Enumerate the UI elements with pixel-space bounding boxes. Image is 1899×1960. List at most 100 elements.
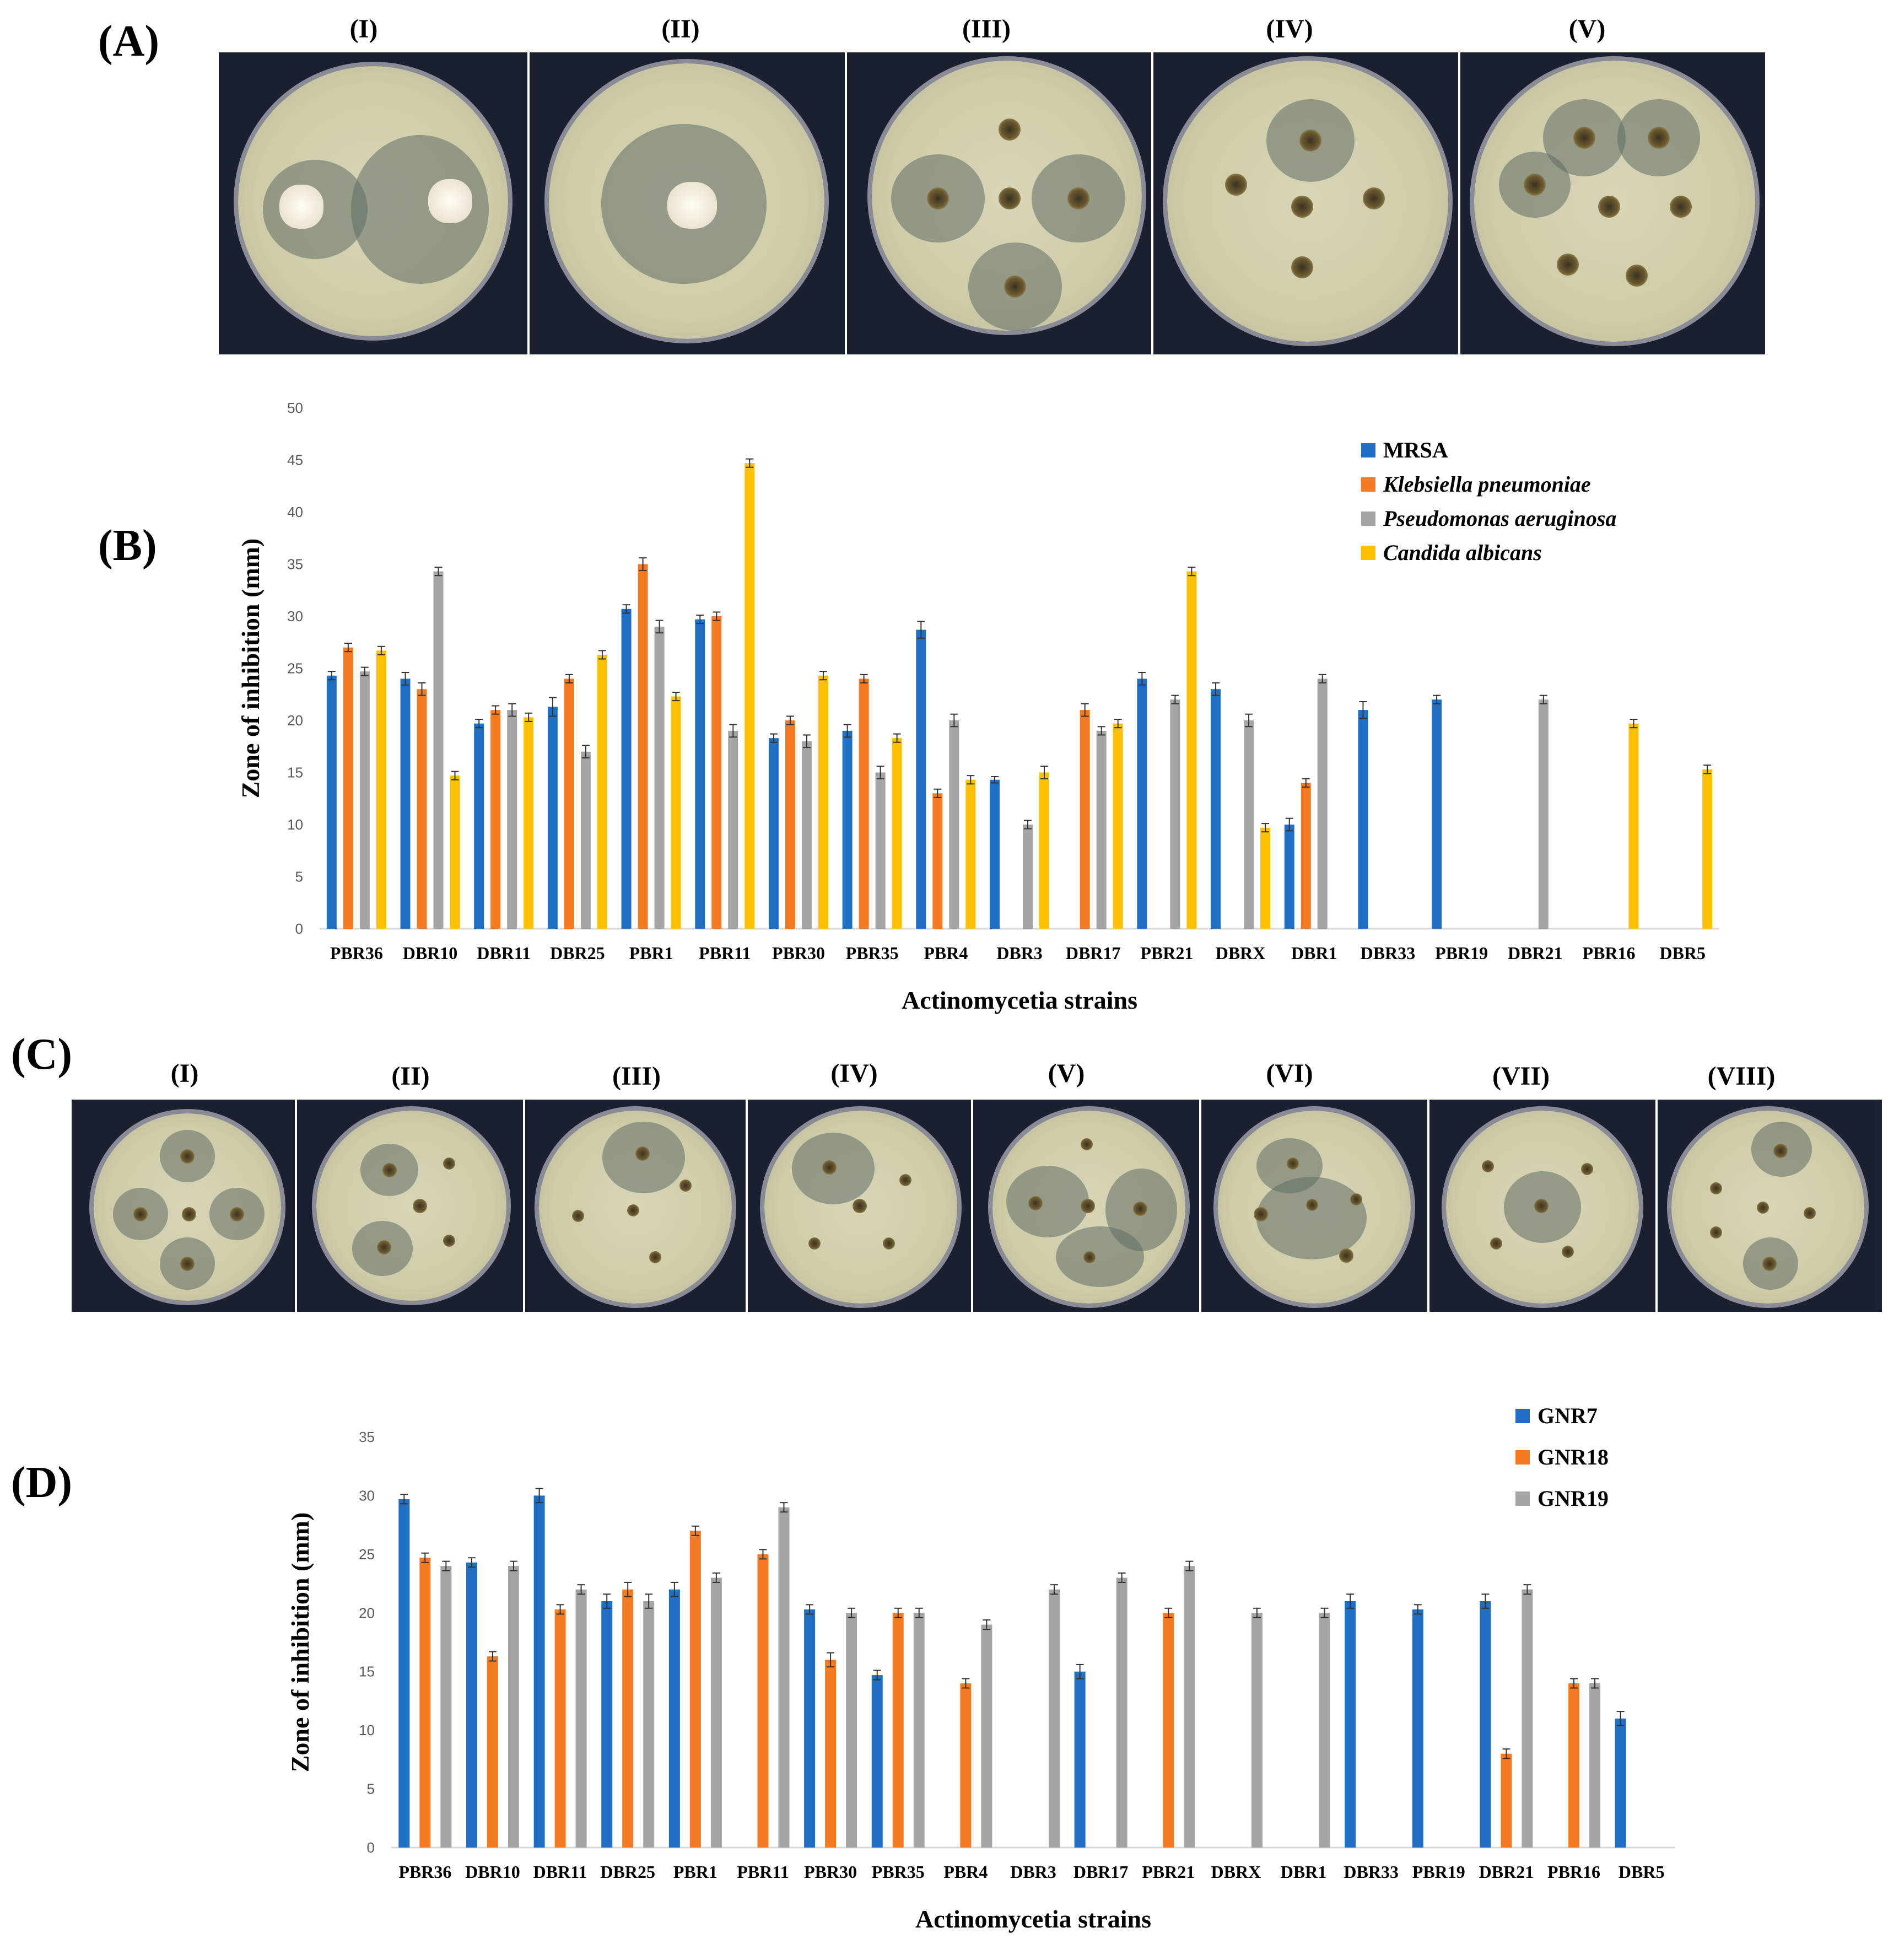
chart-d: 0 5 10 15 20 25 30 35 PBR36 DBR10 DBR11 DBR25 PBR1 PB… xyxy=(286,1403,1675,1933)
plate-photo-c-8 xyxy=(1658,1100,1875,1312)
bar-pseudomonas-aeruginosa-dbr21 xyxy=(1538,699,1549,929)
y-tick-label: 10 xyxy=(287,816,303,833)
bar-candida-albicans-pbr30 xyxy=(818,675,828,929)
x-tick-label: PBR19 xyxy=(1435,943,1488,963)
bar-klebsiella-pneumoniae-pbr4 xyxy=(932,793,943,929)
bar-mrsa-pbr21 xyxy=(1137,679,1147,929)
x-tick-label: PBR4 xyxy=(943,1862,988,1882)
bar-candida-albicans-dbr5 xyxy=(1702,769,1713,929)
y-tick-label: 20 xyxy=(287,712,303,729)
bar-mrsa-pbr35 xyxy=(842,730,853,929)
y-tick-label: 30 xyxy=(287,608,303,624)
bar-mrsa-dbr3 xyxy=(990,779,1000,929)
bar-pseudomonas-aeruginosa-dbrx xyxy=(1244,720,1254,929)
x-tick-label: DBR17 xyxy=(1066,943,1121,963)
x-tick-label: DBR17 xyxy=(1073,1862,1129,1882)
plate-photo-c-2 xyxy=(297,1100,525,1312)
bar-gnr19-dbr21 xyxy=(1522,1589,1533,1848)
x-tick-label: PBR11 xyxy=(737,1862,789,1882)
plate-label-c-2: (II) xyxy=(391,1062,430,1091)
bar-klebsiella-pneumoniae-dbr25 xyxy=(564,679,574,929)
x-tick-label: DBR33 xyxy=(1361,943,1416,963)
x-tick-label: PBR16 xyxy=(1582,943,1635,963)
y-tick-label: 5 xyxy=(295,869,303,885)
bar-klebsiella-pneumoniae-pbr36 xyxy=(343,647,353,929)
legend-label: GNR7 xyxy=(1537,1403,1598,1428)
bar-gnr19-dbr1 xyxy=(1319,1613,1330,1848)
bar-gnr18-pbr1 xyxy=(689,1531,701,1848)
plate-label-a-3: (III) xyxy=(962,14,1011,44)
bar-mrsa-dbr11 xyxy=(474,723,484,929)
bar-klebsiella-pneumoniae-dbr1 xyxy=(1301,783,1311,929)
y-tick-label: 45 xyxy=(287,452,303,469)
bar-gnr19-pbr30 xyxy=(846,1613,857,1848)
y-axis-title: Zone of inhibition (mm) xyxy=(286,1512,314,1773)
bar-klebsiella-pneumoniae-pbr35 xyxy=(859,679,869,929)
bar-candida-albicans-dbr11 xyxy=(524,717,534,929)
plate-photo-a-1 xyxy=(219,52,530,354)
panel-a-photo-strip xyxy=(219,52,1765,354)
plate-label-c-8: (VIII) xyxy=(1707,1062,1776,1091)
bar-candida-albicans-dbr3 xyxy=(1039,772,1049,929)
panel-c-photo-strip xyxy=(72,1100,1882,1312)
x-tick-label: DBR21 xyxy=(1479,1862,1534,1882)
colony-image xyxy=(279,185,323,229)
x-tick-label: PBR30 xyxy=(804,1862,857,1882)
x-tick-label: PBR21 xyxy=(1140,943,1193,963)
bar-mrsa-pbr19 xyxy=(1432,699,1442,929)
bar-mrsa-dbrx xyxy=(1211,689,1221,929)
bar-gnr7-dbr25 xyxy=(601,1601,613,1848)
legend-swatch xyxy=(1361,511,1375,526)
panel-label-b: (B) xyxy=(98,521,157,570)
bar-pseudomonas-aeruginosa-pbr36 xyxy=(359,671,370,929)
bar-gnr18-pbr21 xyxy=(1163,1613,1174,1848)
plate-photo-c-6 xyxy=(1201,1100,1429,1312)
bar-candida-albicans-dbr17 xyxy=(1113,723,1123,929)
bar-gnr19-pbr11 xyxy=(778,1507,790,1848)
y-tick-label: 0 xyxy=(295,920,303,937)
bar-candida-albicans-dbrx xyxy=(1260,827,1271,929)
bar-gnr19-pbr35 xyxy=(913,1613,925,1848)
x-tick-label: PBR19 xyxy=(1412,1862,1465,1882)
bar-klebsiella-pneumoniae-pbr1 xyxy=(638,564,648,929)
bar-mrsa-pbr1 xyxy=(621,609,632,929)
bar-gnr18-pbr30 xyxy=(825,1660,837,1848)
bar-gnr19-dbr3 xyxy=(1049,1589,1060,1848)
y-tick-label: 0 xyxy=(367,1839,375,1856)
x-tick-label: DBR5 xyxy=(1619,1862,1665,1882)
bar-pseudomonas-aeruginosa-pbr1 xyxy=(654,626,665,929)
legend-swatch xyxy=(1361,443,1375,457)
y-tick-label: 35 xyxy=(287,556,303,573)
bar-gnr7-dbr11 xyxy=(533,1495,545,1848)
panel-label-d: (D) xyxy=(11,1458,73,1507)
legend-label: Pseudomonas aeruginosa xyxy=(1383,506,1616,531)
bar-pseudomonas-aeruginosa-pbr11 xyxy=(728,730,738,929)
bar-gnr18-pbr11 xyxy=(757,1554,769,1848)
x-axis-title: Actinomycetia strains xyxy=(915,1905,1151,1933)
bar-candida-albicans-pbr4 xyxy=(965,779,976,929)
bar-gnr19-dbr11 xyxy=(575,1589,587,1848)
bar-gnr18-dbr10 xyxy=(487,1656,498,1848)
legend-label: GNR18 xyxy=(1537,1445,1609,1469)
bar-gnr18-pbr4 xyxy=(960,1683,972,1848)
x-tick-label: DBR11 xyxy=(477,943,531,963)
x-tick-label: PBR36 xyxy=(330,943,383,963)
plate-label-a-2: (II) xyxy=(661,14,700,44)
x-tick-label: PBR30 xyxy=(772,943,825,963)
plate-label-a-1: (I) xyxy=(349,14,378,44)
bar-gnr19-pbr1 xyxy=(710,1577,722,1848)
legend-label: GNR19 xyxy=(1537,1486,1609,1511)
bar-mrsa-pbr4 xyxy=(916,629,926,929)
y-tick-label: 5 xyxy=(367,1781,375,1797)
bar-gnr19-dbr25 xyxy=(643,1601,655,1848)
x-tick-label: DBR3 xyxy=(996,943,1043,963)
x-tick-label: DBR25 xyxy=(600,1862,655,1882)
bar-candida-albicans-dbr10 xyxy=(450,776,460,929)
legend-swatch xyxy=(1515,1409,1530,1423)
bar-klebsiella-pneumoniae-dbr10 xyxy=(417,689,427,929)
x-tick-label: PBR36 xyxy=(398,1862,451,1882)
plate-photo-a-2 xyxy=(529,52,847,354)
legend-label: Candida albicans xyxy=(1383,540,1542,565)
bar-gnr19-dbr17 xyxy=(1116,1577,1127,1848)
bar-klebsiella-pneumoniae-pbr11 xyxy=(711,616,722,929)
